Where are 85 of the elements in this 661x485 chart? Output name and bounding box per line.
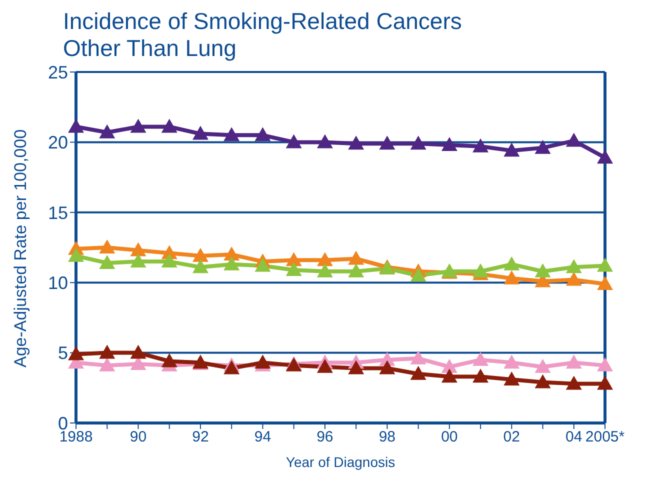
point	[192, 126, 208, 140]
point	[316, 134, 333, 148]
point	[161, 353, 178, 368]
point	[534, 263, 551, 278]
point	[316, 358, 333, 373]
point	[379, 136, 396, 150]
point	[348, 360, 364, 374]
point	[254, 354, 271, 369]
point	[410, 350, 426, 364]
x-tick-label: 96	[316, 428, 334, 446]
point	[68, 346, 84, 360]
point	[504, 371, 520, 386]
point	[566, 272, 582, 286]
x-tick-label: 98	[378, 428, 396, 446]
point	[99, 254, 116, 269]
point	[99, 357, 116, 372]
y-tick-label: 25	[48, 62, 68, 82]
chart-title: Incidence of Smoking-Related Cancers Other Than Lung	[63, 8, 463, 62]
point	[348, 250, 364, 265]
point	[504, 270, 520, 284]
point	[286, 262, 302, 276]
x-tick-label: 2005*	[585, 428, 625, 446]
point	[130, 254, 146, 268]
point	[472, 263, 489, 278]
point	[130, 344, 146, 359]
y-tick-label: 5	[58, 343, 68, 364]
y-tick-label: 15	[48, 202, 68, 223]
point	[192, 248, 208, 262]
point	[68, 118, 84, 133]
point	[534, 140, 551, 154]
point	[348, 136, 364, 150]
point	[597, 376, 613, 390]
point	[192, 259, 208, 274]
point	[68, 248, 84, 262]
point	[566, 132, 582, 147]
point	[504, 256, 520, 270]
point	[348, 263, 364, 278]
point	[566, 354, 582, 369]
point	[597, 258, 613, 272]
point	[472, 352, 489, 366]
point	[441, 368, 458, 383]
x-tick-label: 02	[503, 428, 520, 446]
point	[99, 124, 116, 138]
y-tick-label: 20	[48, 132, 68, 153]
point	[99, 344, 116, 359]
point	[224, 127, 240, 142]
point	[410, 136, 426, 150]
x-axis-title: Year of Diagnosis	[286, 454, 396, 470]
point	[472, 368, 489, 383]
point	[504, 142, 520, 157]
point	[534, 374, 551, 388]
point	[130, 242, 146, 256]
point	[410, 366, 426, 380]
point	[286, 134, 302, 148]
point	[597, 357, 613, 372]
x-tick-label: 90	[130, 428, 147, 446]
point	[441, 137, 458, 152]
x-tick-label: 1988	[59, 428, 93, 446]
point	[224, 256, 240, 270]
point	[254, 127, 271, 142]
point	[316, 263, 333, 278]
point	[224, 246, 240, 261]
y-axis-title: Age-Adjusted Rate per 100,000	[11, 129, 30, 368]
point	[597, 276, 613, 290]
point	[379, 360, 396, 374]
point	[441, 358, 458, 373]
x-tick-label: 94	[254, 428, 272, 446]
y-tick-label: 10	[48, 272, 68, 293]
x-tick-label: 00	[441, 428, 458, 446]
point	[254, 258, 271, 272]
point	[566, 376, 582, 390]
point	[99, 240, 116, 254]
point	[504, 354, 520, 369]
point	[224, 360, 240, 374]
point	[410, 268, 426, 282]
point	[534, 358, 551, 373]
point	[316, 252, 333, 266]
point	[130, 118, 146, 133]
point	[161, 254, 178, 268]
point	[566, 259, 582, 274]
x-tick-label: 04	[566, 428, 582, 446]
point	[597, 150, 613, 164]
x-tick-label: 92	[192, 428, 209, 446]
point	[472, 138, 489, 152]
point	[161, 118, 178, 133]
